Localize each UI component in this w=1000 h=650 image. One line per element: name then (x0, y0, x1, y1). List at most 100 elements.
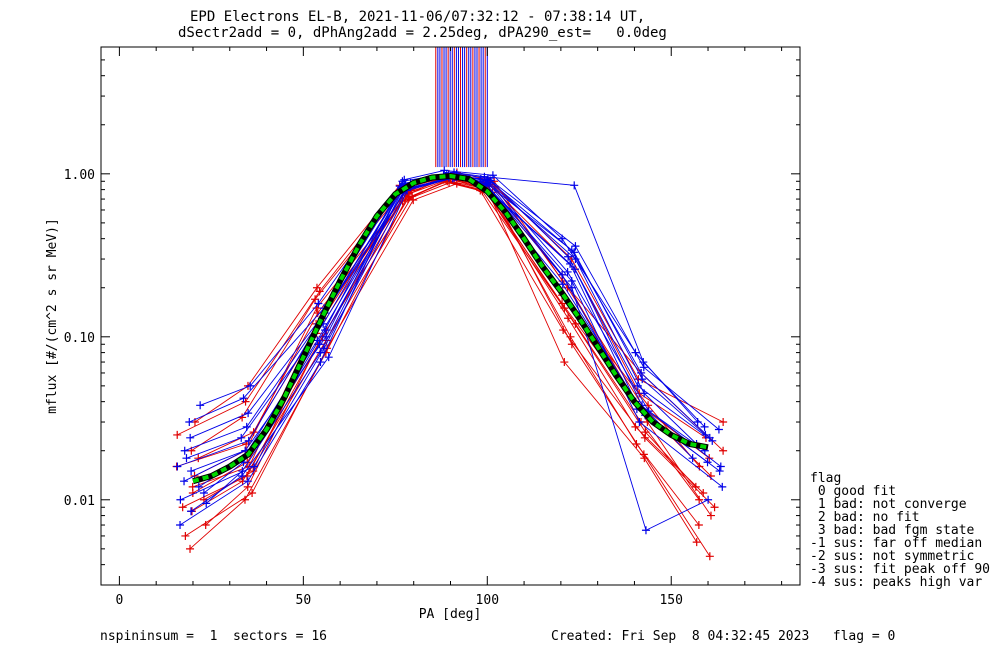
data-point (708, 436, 717, 445)
data-point (202, 499, 211, 508)
fit-curve (192, 173, 709, 484)
data-point (714, 425, 723, 434)
data-point (180, 446, 189, 455)
data-point (246, 381, 255, 390)
footer-created-info: Created: Fri Sep 8 04:32:45 2023 flag = … (551, 629, 896, 644)
data-point (631, 422, 640, 431)
data-point (242, 422, 251, 431)
series-line-10 (176, 177, 712, 477)
data-point (239, 394, 248, 403)
data-point (638, 375, 647, 384)
data-point (694, 521, 703, 530)
data-point (186, 544, 195, 553)
data-point (716, 462, 725, 471)
data-point (558, 270, 567, 279)
data-point (176, 495, 185, 504)
data-point (185, 418, 194, 427)
data-point (311, 295, 320, 304)
x-tick-label: 50 (296, 593, 312, 608)
series-line-9 (177, 173, 724, 436)
series-line-8 (185, 183, 711, 557)
flag-legend: flag 0 good fit 1 bad: not converge 2 ba… (810, 472, 990, 589)
flag-legend-item: -2 sus: not symmetric (810, 549, 975, 564)
flag-legend-item: 2 bad: no fit (810, 510, 920, 525)
x-tick-label: 150 (659, 593, 682, 608)
y-tick-label: 0.01 (64, 494, 95, 509)
data-point (700, 422, 709, 431)
flag-legend-item: -4 sus: peaks high var (810, 575, 983, 590)
data-point (182, 454, 191, 463)
data-point (701, 430, 710, 439)
data-point (186, 507, 195, 516)
data-point (695, 495, 704, 504)
series-line-6 (191, 174, 707, 452)
data-point (639, 358, 648, 367)
chart-title-line1: EPD Electrons EL-B, 2021-11-06/07:32:12 … (190, 9, 646, 25)
data-point (314, 299, 323, 308)
flag-legend-item: 1 bad: not converge (810, 497, 967, 512)
chart-title-line2: dSectr2add = 0, dPhAng2add = 2.25deg, dP… (178, 25, 667, 41)
data-point (250, 462, 259, 471)
data-point (409, 196, 418, 205)
data-point (564, 314, 573, 323)
series-line-18 (180, 176, 722, 501)
data-point (249, 467, 258, 476)
series-line-25 (184, 174, 711, 452)
data-point (637, 368, 646, 377)
data-point (639, 450, 648, 459)
data-point (558, 299, 567, 308)
data-point (635, 418, 644, 427)
data-point (692, 538, 701, 547)
data-point (315, 340, 324, 349)
data-point (718, 482, 727, 491)
flag-legend-title: flag (810, 471, 842, 486)
flag-legend-item: 0 good fit (810, 484, 897, 499)
data-point (715, 467, 724, 476)
data-point (705, 552, 714, 561)
data-point (704, 495, 713, 504)
data-point (238, 467, 247, 476)
data-point (196, 401, 205, 410)
data-point (316, 348, 325, 357)
data-point (571, 242, 580, 251)
data-point (567, 246, 576, 255)
flag-legend-item: -3 sus: fit peak off 90 (810, 562, 991, 577)
data-point (719, 446, 728, 455)
data-point (563, 267, 572, 276)
data-point (244, 436, 253, 445)
data-point (237, 433, 246, 442)
data-point (187, 467, 196, 476)
footer-spin-info: nspininsum = 1 sectors = 16 (100, 629, 327, 644)
data-point (316, 358, 325, 367)
data-point (560, 358, 569, 367)
y-axis-label: mflux [#/(cm^2 s sr MeV)] (45, 218, 60, 414)
series-line-27 (177, 174, 713, 467)
series-line-4 (194, 176, 700, 477)
data-point (688, 454, 697, 463)
data-point (440, 166, 449, 175)
data-point (243, 477, 252, 486)
data-point (706, 511, 715, 520)
data-point (640, 433, 649, 442)
data-point (173, 430, 182, 439)
data-point (632, 439, 641, 448)
data-point (710, 503, 719, 512)
data-point (181, 531, 190, 540)
flag-legend-item: -1 sus: far off median (810, 536, 983, 551)
data-point (570, 181, 579, 190)
data-point (691, 482, 700, 491)
x-tick-label: 0 (115, 593, 123, 608)
data-point (248, 489, 257, 498)
series-line-0 (192, 179, 712, 516)
data-point (173, 462, 182, 471)
x-axis-label: PA [deg] (419, 607, 482, 622)
data-point (241, 397, 250, 406)
data-point (408, 192, 417, 201)
data-point (633, 381, 642, 390)
series-line-11 (191, 180, 715, 512)
y-tick-label: 1.00 (64, 168, 95, 183)
data-point (719, 418, 728, 427)
data-point (564, 252, 573, 261)
data-point (180, 477, 189, 486)
data-point (324, 353, 333, 362)
